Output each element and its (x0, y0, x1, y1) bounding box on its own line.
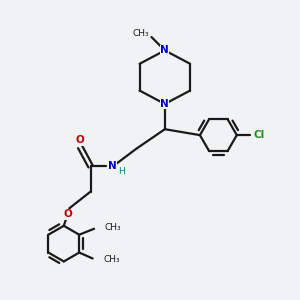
Text: N: N (109, 161, 117, 171)
Text: H: H (118, 167, 124, 176)
Text: O: O (64, 209, 73, 220)
Text: N: N (160, 45, 169, 56)
Text: N: N (160, 99, 169, 109)
Text: CH₃: CH₃ (104, 223, 121, 232)
Text: CH₃: CH₃ (133, 29, 149, 38)
Text: CH₃: CH₃ (103, 256, 120, 265)
Text: O: O (76, 136, 85, 146)
Text: Cl: Cl (254, 130, 265, 140)
